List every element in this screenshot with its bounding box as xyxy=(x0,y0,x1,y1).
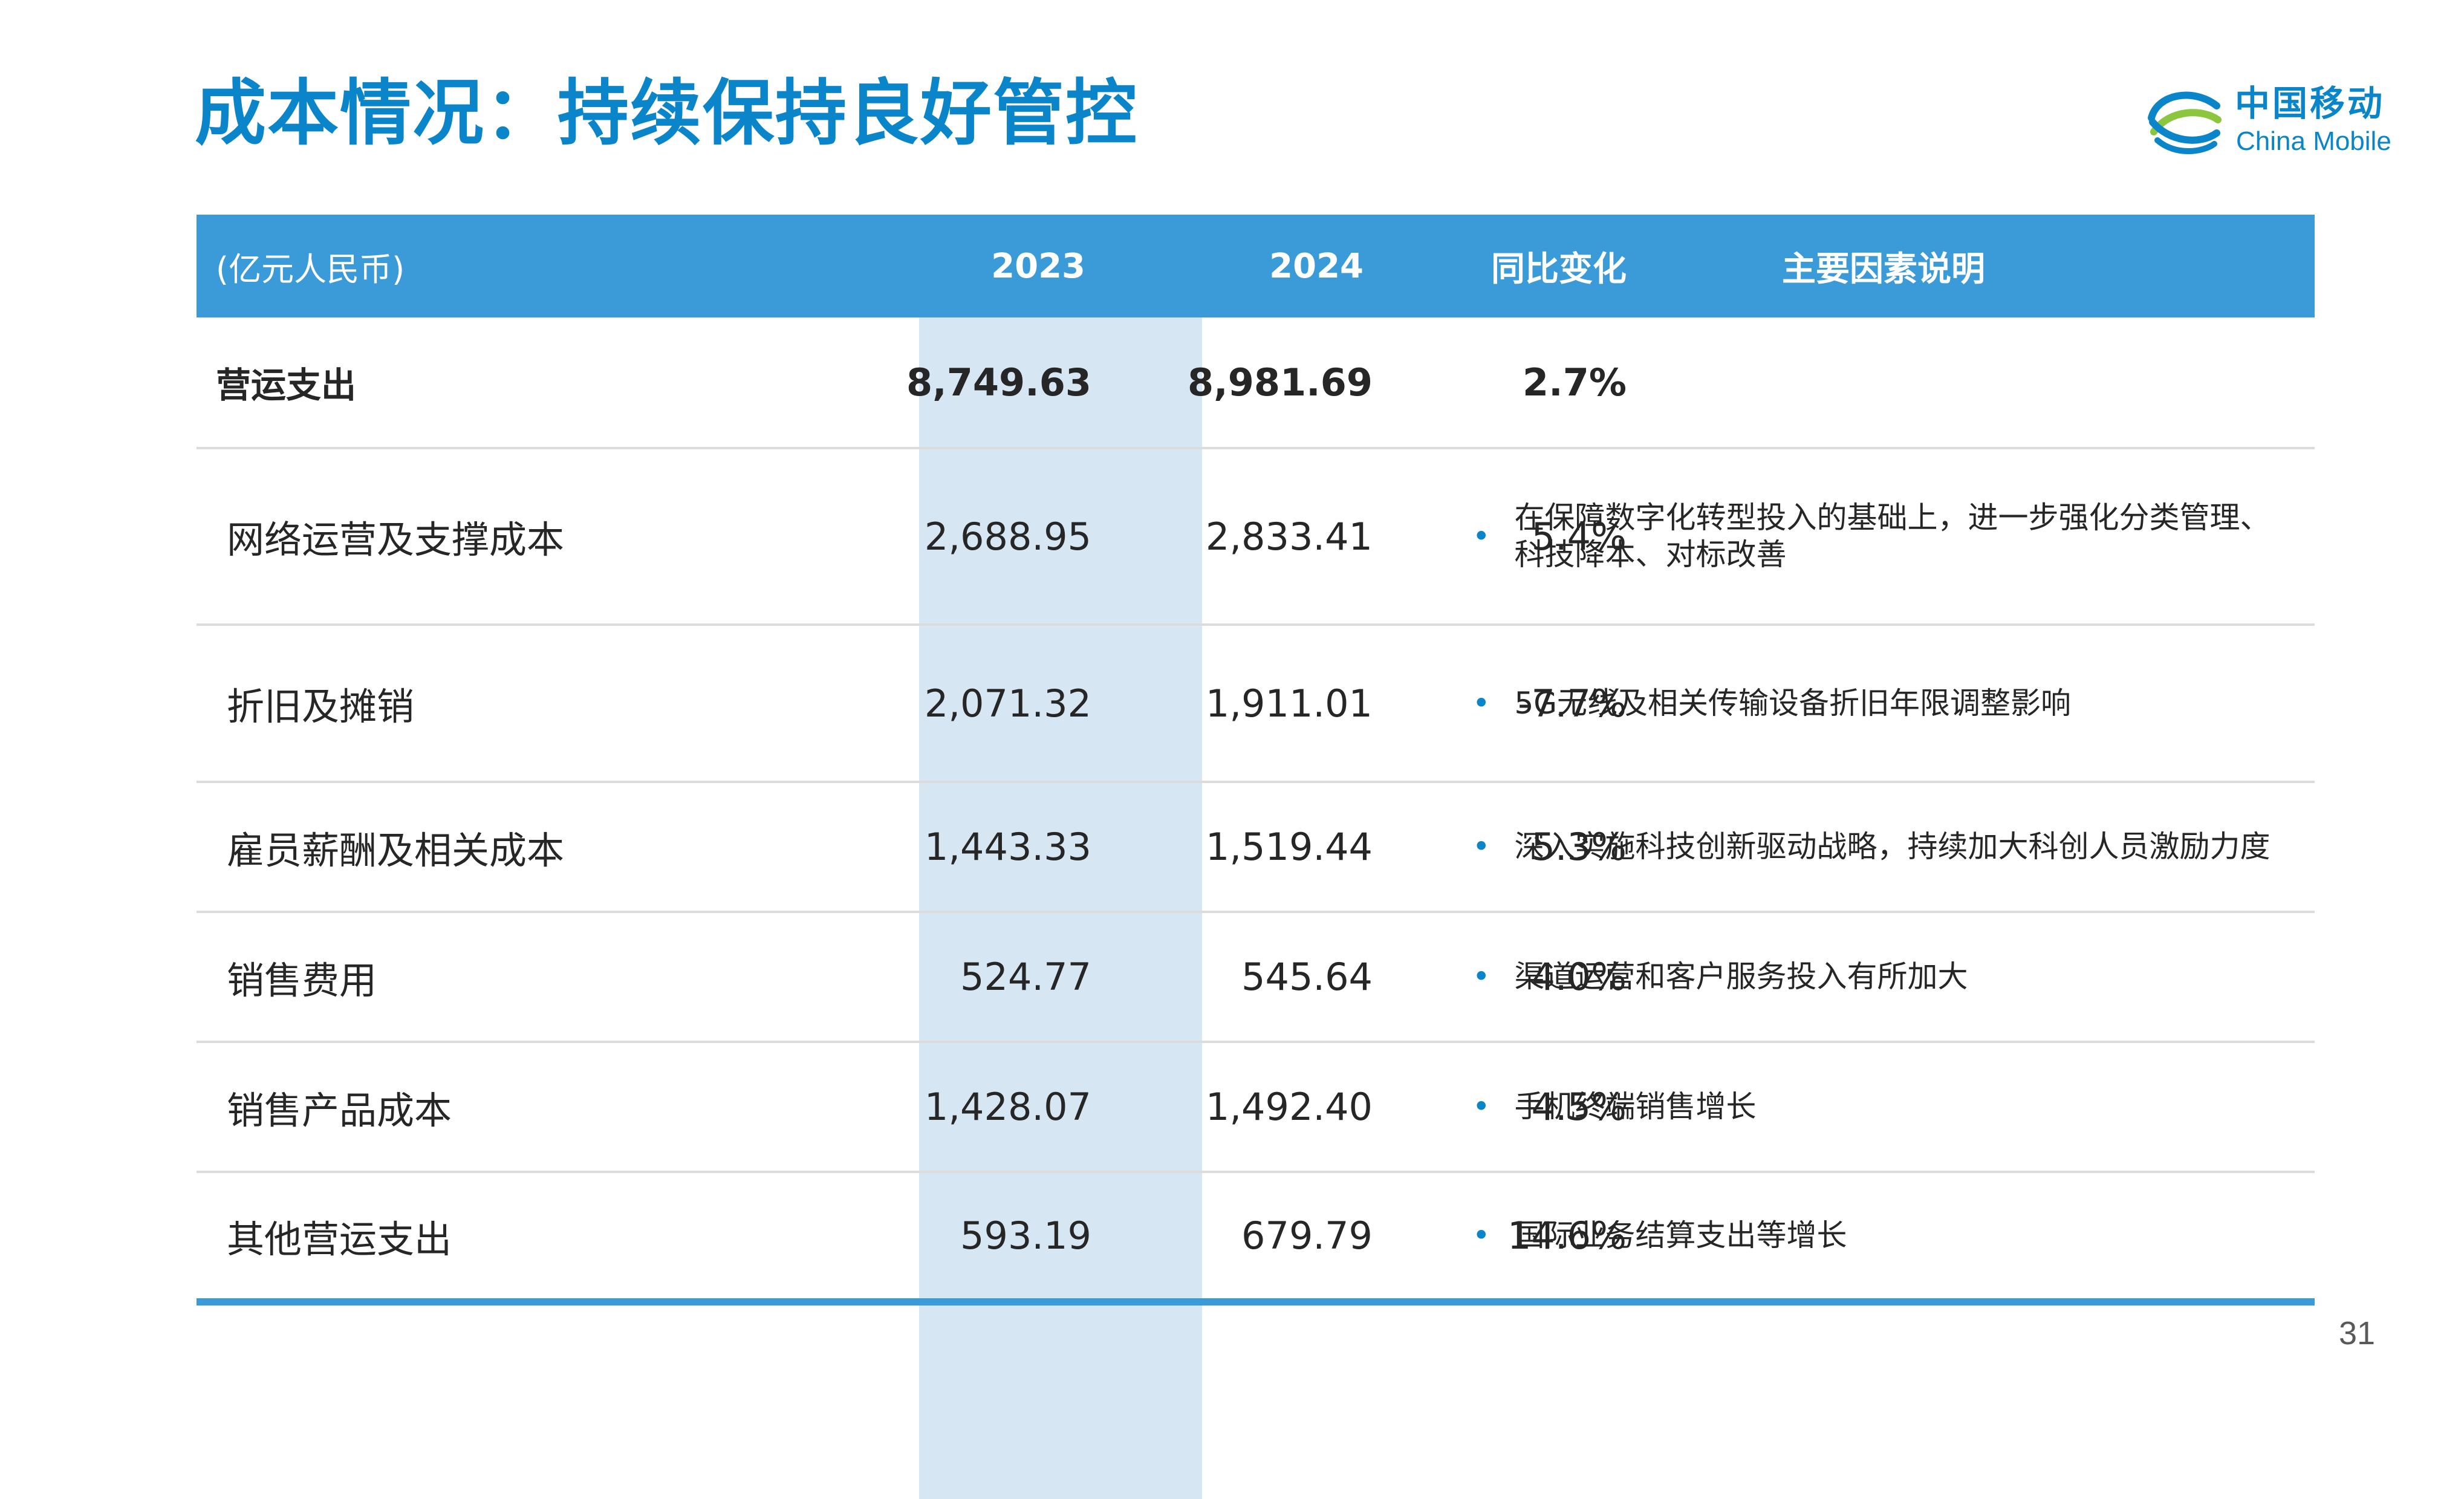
row-value-2024: 1,519.44 xyxy=(1205,825,1373,869)
row-desc-text: 在保障数字化转型投入的基础上，进一步强化分类管理、科技降本、对标改善 xyxy=(1514,500,2271,572)
row-value-2024: 1,492.40 xyxy=(1205,1085,1373,1129)
header-yoy: 同比变化 xyxy=(1491,249,1627,289)
row-value-2023: 1,428.07 xyxy=(924,1085,1091,1129)
table-row: 销售费用 524.77 545.64 4.0% • 渠道运营和客户服务投入有所加… xyxy=(197,913,2315,1043)
row-desc: • 深入实施科技创新驱动战略，持续加大科创人员激励力度 xyxy=(1472,783,2289,911)
row-value-2023: 593.19 xyxy=(960,1214,1091,1258)
bullet-icon: • xyxy=(1472,829,1490,864)
row-label: 营运支出 xyxy=(216,365,357,406)
china-mobile-logo-icon xyxy=(2148,91,2222,154)
row-desc: • 手机终端销售增长 xyxy=(1472,1043,2289,1171)
row-desc-text: 国际业务结算支出等增长 xyxy=(1514,1218,1847,1253)
row-value-2023: 8,749.63 xyxy=(906,360,1091,405)
row-value-2023: 2,688.95 xyxy=(924,514,1091,559)
table-row: 雇员薪酬及相关成本 1,443.33 1,519.44 5.3% • 深入实施科… xyxy=(197,783,2315,913)
page-title: 成本情况：持续保持良好管控 xyxy=(195,71,1139,155)
row-label: 折旧及摊销 xyxy=(227,684,415,729)
logo: 中国移动 China Mobile xyxy=(2145,80,2399,164)
row-desc-text: 渠道运营和客户服务投入有所加大 xyxy=(1514,959,1968,994)
row-desc: • 国际业务结算支出等增长 xyxy=(1472,1173,2289,1298)
row-value-2024: 2,833.41 xyxy=(1205,514,1373,559)
row-desc: • 5G无线及相关传输设备折旧年限调整影响 xyxy=(1472,626,2289,781)
logo-text-en: China Mobile xyxy=(2236,126,2391,156)
table-row: 折旧及摊销 2,071.32 1,911.01 -7.7% • 5G无线及相关传… xyxy=(197,626,2315,783)
row-value-2024: 679.79 xyxy=(1241,1214,1373,1258)
row-label: 网络运营及支撑成本 xyxy=(227,518,565,562)
row-value-2023: 1,443.33 xyxy=(924,825,1091,869)
row-label: 销售产品成本 xyxy=(227,1088,452,1133)
header-desc: 主要因素说明 xyxy=(1782,249,1985,289)
row-value-2023: 524.77 xyxy=(960,955,1091,999)
row-value-2024: 1,911.01 xyxy=(1205,681,1373,726)
table-row: 销售产品成本 1,428.07 1,492.40 4.5% • 手机终端销售增长 xyxy=(197,1043,2315,1173)
row-value-2024: 545.64 xyxy=(1241,955,1373,999)
row-yoy: 2.7% xyxy=(1523,360,1627,405)
row-desc-text: 深入实施科技创新驱动战略，持续加大科创人员激励力度 xyxy=(1514,829,2271,864)
bullet-icon: • xyxy=(1472,959,1490,994)
bullet-icon: • xyxy=(1472,1089,1490,1124)
row-yoy: 14.6% xyxy=(1507,1214,1627,1258)
header-unit: (亿元人民币) xyxy=(216,250,405,288)
header-2024: 2024 xyxy=(1269,246,1364,286)
table-row: 其他营运支出 593.19 679.79 14.6% • 国际业务结算支出等增长 xyxy=(197,1173,2315,1306)
bullet-icon: • xyxy=(1472,518,1490,554)
row-label: 销售费用 xyxy=(227,958,377,1003)
bullet-icon: • xyxy=(1472,685,1490,721)
row-yoy: 5.4% xyxy=(1531,514,1627,559)
row-desc: • 渠道运营和客户服务投入有所加大 xyxy=(1472,913,2289,1041)
cost-table: (亿元人民币) 2023 2024 同比变化 主要因素说明 营运支出 8,749… xyxy=(197,215,2315,1499)
row-yoy: 4.0% xyxy=(1531,955,1627,999)
page-number: 31 xyxy=(2339,1315,2376,1351)
header-2023: 2023 xyxy=(991,246,1085,286)
row-label: 雇员薪酬及相关成本 xyxy=(227,828,565,873)
row-value-2023: 2,071.32 xyxy=(924,681,1091,726)
table-row: 网络运营及支撑成本 2,688.95 2,833.41 5.4% • 在保障数字… xyxy=(197,449,2315,626)
row-desc: • 在保障数字化转型投入的基础上，进一步强化分类管理、科技降本、对标改善 xyxy=(1472,449,2289,623)
bullet-icon: • xyxy=(1472,1218,1490,1253)
row-yoy: -7.7% xyxy=(1518,681,1627,726)
row-yoy: 4.5% xyxy=(1531,1085,1627,1129)
row-value-2024: 8,981.69 xyxy=(1188,360,1373,405)
row-label: 其他营运支出 xyxy=(227,1217,452,1261)
row-yoy: 5.3% xyxy=(1531,825,1627,869)
row-desc-text: 手机终端销售增长 xyxy=(1514,1089,1757,1124)
logo-text-cn: 中国移动 xyxy=(2235,83,2385,124)
table-header: (亿元人民币) 2023 2024 同比变化 主要因素说明 xyxy=(197,215,2315,317)
table-row: 营运支出 8,749.63 8,981.69 2.7% xyxy=(197,317,2315,449)
row-desc-text: 5G无线及相关传输设备折旧年限调整影响 xyxy=(1514,685,2072,721)
